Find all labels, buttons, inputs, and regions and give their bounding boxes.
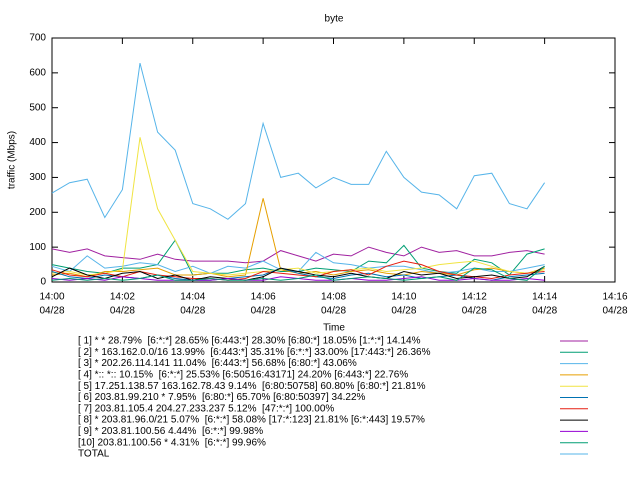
legend-label: [ 4] *:: *:: 10.15% [6:*:*] 25.53% [6:50… — [78, 370, 408, 381]
x-tick-label: 14:10 — [391, 292, 416, 303]
x-tick-date: 04/28 — [532, 306, 557, 317]
chart-title: byte — [325, 14, 344, 25]
x-tick-date: 04/28 — [391, 306, 416, 317]
y-tick-label: 300 — [29, 172, 46, 183]
x-tick-label: 14:06 — [251, 292, 276, 303]
y-tick-label: 500 — [29, 102, 46, 113]
x-tick-date: 04/28 — [180, 306, 205, 317]
legend-label: TOTAL — [78, 449, 110, 460]
y-tick-label: 200 — [29, 207, 46, 218]
legend-label: [ 3] * 202.26.114.141 11.04% [6:443:*] 5… — [78, 358, 357, 369]
legend-label: [ 8] * 203.81.96.0/21 5.07% [6:*:*] 58.0… — [78, 415, 425, 426]
y-tick-label: 0 — [40, 277, 46, 288]
x-tick-date: 04/28 — [251, 306, 276, 317]
x-tick-date: 04/28 — [602, 306, 627, 317]
x-tick-label: 14:00 — [39, 292, 64, 303]
y-tick-label: 600 — [29, 67, 46, 78]
legend-label: [ 7] 203.81.105.4 204.27.233.237 5.12% [… — [78, 403, 334, 414]
legend-label: [ 1] * * 28.79% [6:*:*] 28.65% [6:443:*]… — [78, 336, 421, 347]
y-tick-label: 700 — [29, 33, 46, 44]
series-line — [51, 62, 546, 220]
x-tick-date: 04/28 — [462, 306, 487, 317]
x-tick-label: 14:02 — [110, 292, 135, 303]
y-tick-label: 100 — [29, 242, 46, 253]
legend-label: [ 6] 203.81.99.210 * 7.95% [6:80:*] 65.7… — [78, 392, 366, 403]
x-tick-label: 14:16 — [602, 292, 627, 303]
series-line — [51, 265, 545, 281]
x-tick-date: 04/28 — [110, 306, 135, 317]
x-tick-label: 14:04 — [180, 292, 205, 303]
legend-label: [ 9] * 203.81.100.56 4.44% [6:*:*] 99.98… — [78, 426, 263, 437]
x-tick-label: 14:12 — [462, 292, 487, 303]
x-tick-label: 14:14 — [532, 292, 557, 303]
legend-label: [ 2] * 163.162.0.0/16 13.99% [6:443:*] 3… — [78, 347, 431, 358]
y-axis-label: traffic (Mbps) — [7, 131, 18, 189]
x-axis-label: Time — [323, 323, 345, 334]
series-line — [51, 260, 545, 281]
series-line — [51, 137, 545, 276]
legend-label: [10] 203.81.100.56 * 4.31% [6:*:*] 99.96… — [78, 437, 266, 448]
x-tick-label: 14:08 — [321, 292, 346, 303]
series-line — [51, 246, 545, 264]
y-tick-label: 400 — [29, 137, 46, 148]
x-tick-date: 04/28 — [321, 306, 346, 317]
legend-label: [ 5] 17.251.138.57 163.162.78.43 9.14% [… — [78, 381, 426, 392]
plot-border — [51, 37, 616, 283]
series-line — [51, 265, 545, 281]
x-tick-date: 04/28 — [39, 306, 64, 317]
series-line — [51, 198, 545, 278]
